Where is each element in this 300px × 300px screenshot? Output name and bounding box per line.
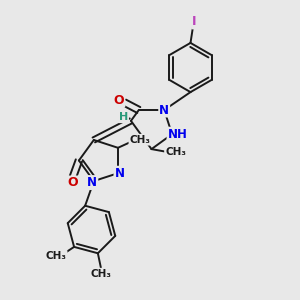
Text: CH₃: CH₃ [129,135,150,145]
Text: O: O [68,176,78,190]
Text: H: H [119,112,128,122]
Text: N: N [87,176,97,189]
Text: CH₃: CH₃ [165,147,186,157]
Text: NH: NH [167,128,188,141]
Text: N: N [159,103,169,116]
Text: N: N [115,167,124,180]
Text: CH₃: CH₃ [91,269,112,279]
Text: O: O [114,94,124,106]
Text: I: I [192,15,197,28]
Text: CH₃: CH₃ [46,251,67,261]
